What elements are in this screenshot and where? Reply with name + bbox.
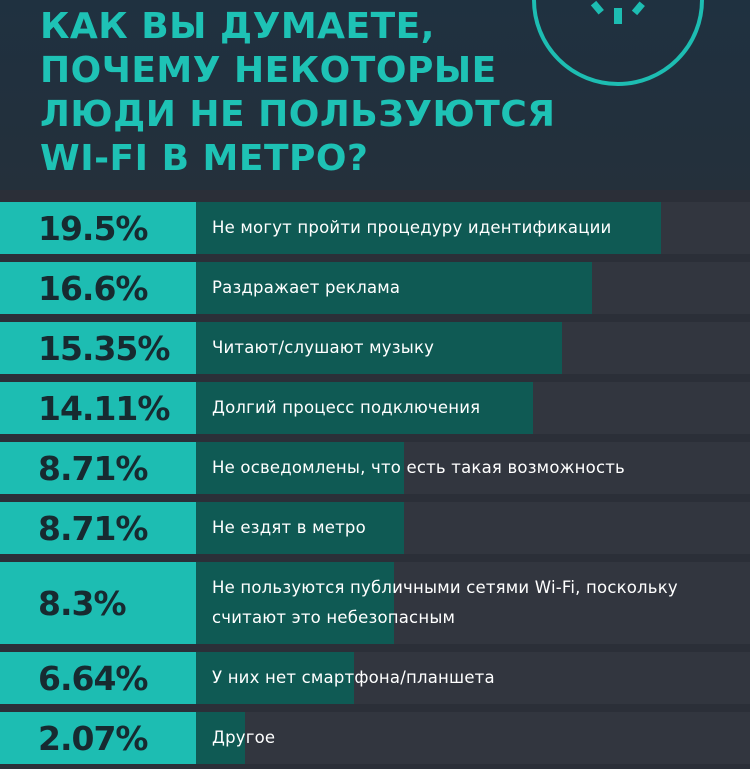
chart-title: КАК ВЫ ДУМАЕТЕ, ПОЧЕМУ НЕКОТОРЫЕ ЛЮДИ НЕ… <box>40 5 556 181</box>
header: КАК ВЫ ДУМАЕТЕ, ПОЧЕМУ НЕКОТОРЫЕ ЛЮДИ НЕ… <box>0 0 750 190</box>
category-label-line: Не ездят в метро <box>212 518 366 537</box>
category-label-line: У них нет смартфона/планшета <box>212 668 495 687</box>
category-label: Не могут пройти процедуру идентификации <box>212 202 730 254</box>
bar-row: 15.35% Читают/слушают музыку <box>0 322 750 374</box>
category-label-line: Раздражает реклама <box>212 278 401 297</box>
bar <box>196 652 354 704</box>
category-label: Не осведомлены, что есть такая возможнос… <box>212 442 730 494</box>
bar <box>196 712 245 764</box>
category-label: Читают/слушают музыку <box>212 322 730 374</box>
bar-row: 8.71% Не ездят в метро <box>0 502 750 554</box>
bar-row: 14.11% Долгий процесс подключения <box>0 382 750 434</box>
category-label: Не пользуются публичными сетями Wi-Fi, п… <box>212 562 730 644</box>
value-label: 15.35% <box>0 322 196 374</box>
value-label: 19.5% <box>0 202 196 254</box>
bar <box>196 442 404 494</box>
value-label: 6.64% <box>0 652 196 704</box>
category-label-line: Не осведомлены, что есть такая возможнос… <box>212 458 625 477</box>
bar-row: 8.3% Не пользуются публичными сетями Wi-F… <box>0 562 750 644</box>
bar-row: 19.5% Не могут пройти процедуру идентифик… <box>0 202 750 254</box>
category-label-line: Не пользуются публичными сетями Wi-Fi, п… <box>212 578 678 597</box>
category-label: Раздражает реклама <box>212 262 730 314</box>
category-label: У них нет смартфона/планшета <box>212 652 730 704</box>
bar <box>196 202 661 254</box>
value-label: 8.71% <box>0 502 196 554</box>
bar-row: 8.71% Не осведомлены, что есть такая возм… <box>0 442 750 494</box>
bar <box>196 562 394 644</box>
category-label: Другое <box>212 712 730 764</box>
category-label-line: Не могут пройти процедуру идентификации <box>212 218 612 237</box>
bar <box>196 502 404 554</box>
category-label-line: считают это небезопасным <box>212 608 456 627</box>
bar-row: 16.6% Раздражает реклама <box>0 262 750 314</box>
bar <box>196 382 533 434</box>
bar-row: 6.64% У них нет смартфона/планшета <box>0 652 750 704</box>
title-line: ПОЧЕМУ НЕКОТОРЫЕ <box>40 50 497 91</box>
title-line: ЛЮДИ НЕ ПОЛЬЗУЮТСЯ <box>40 94 556 135</box>
category-label-line: Долгий процесс подключения <box>212 398 481 417</box>
wifi-logo-icon <box>532 0 704 86</box>
bar-chart: 19.5% Не могут пройти процедуру идентифик… <box>0 190 750 769</box>
title-line: WI-FI В МЕТРО? <box>40 138 369 179</box>
value-label: 16.6% <box>0 262 196 314</box>
title-line: КАК ВЫ ДУМАЕТЕ, <box>40 6 435 47</box>
bar-row: 2.07% Другое <box>0 712 750 764</box>
value-label: 14.11% <box>0 382 196 434</box>
value-label: 8.3% <box>0 562 196 644</box>
bar <box>196 262 592 314</box>
bar <box>196 322 562 374</box>
category-label-line: Другое <box>212 728 276 747</box>
category-label-line: Читают/слушают музыку <box>212 338 435 357</box>
category-label: Долгий процесс подключения <box>212 382 730 434</box>
value-label: 8.71% <box>0 442 196 494</box>
value-label: 2.07% <box>0 712 196 764</box>
category-label: Не ездят в метро <box>212 502 730 554</box>
